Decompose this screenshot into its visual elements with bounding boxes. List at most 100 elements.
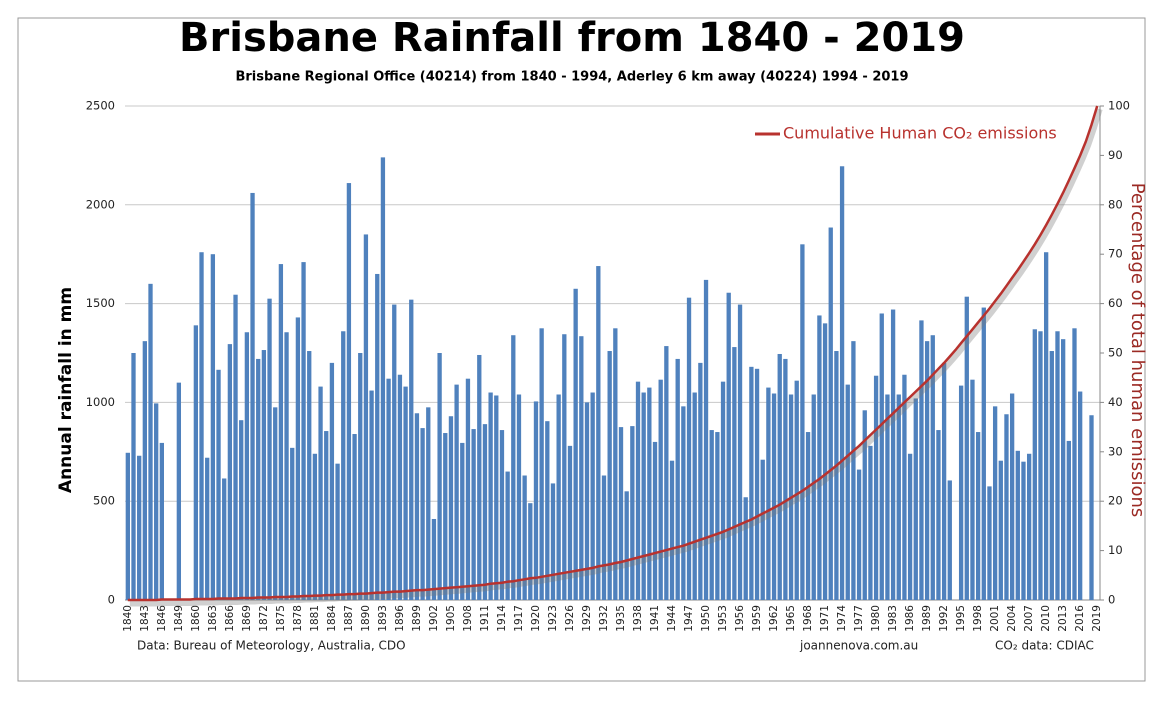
bar <box>822 323 828 600</box>
bar <box>675 358 680 600</box>
bar <box>805 432 811 600</box>
bar <box>573 288 578 600</box>
bar <box>329 362 335 600</box>
bar <box>131 353 136 600</box>
bar <box>590 392 595 600</box>
bar <box>664 346 669 600</box>
x-tick-label: 2019 <box>1091 605 1103 632</box>
bar <box>856 469 862 600</box>
bar <box>975 432 981 600</box>
bar <box>550 483 556 600</box>
bar <box>522 475 527 600</box>
y-tick-label: 2000 <box>86 197 115 211</box>
x-tick-label: 2013 <box>1057 605 1069 632</box>
bar <box>403 386 408 600</box>
bar <box>618 427 624 600</box>
bar <box>261 350 267 600</box>
x-tick-label: 1905 <box>445 605 457 632</box>
bar <box>244 332 250 600</box>
bar <box>397 374 403 600</box>
bar <box>862 410 867 600</box>
bar <box>879 313 884 600</box>
bar <box>369 390 374 600</box>
bar <box>363 234 369 600</box>
bar <box>896 394 901 600</box>
x-tick-label: 1962 <box>768 605 780 632</box>
bar <box>579 336 584 600</box>
bar <box>613 328 618 600</box>
y2-tick-label: 30 <box>1108 444 1123 458</box>
bar <box>890 309 896 600</box>
bar <box>494 395 499 600</box>
bar <box>409 299 414 600</box>
bar <box>380 157 386 600</box>
x-tick-label: 1840 <box>122 605 134 632</box>
bar <box>539 328 544 600</box>
bar <box>477 354 482 600</box>
bar <box>148 283 153 600</box>
x-tick-label: 1989 <box>921 605 933 632</box>
bar <box>267 298 272 600</box>
bar <box>834 351 839 600</box>
bar <box>341 331 346 600</box>
x-tick-label: 1872 <box>258 605 270 632</box>
y-tick-label: 1000 <box>86 395 115 409</box>
x-tick-label: 1980 <box>870 605 882 632</box>
x-tick-label: 1971 <box>819 605 831 632</box>
bar <box>528 503 533 600</box>
bar <box>828 227 833 601</box>
bar <box>885 394 890 600</box>
bar <box>431 518 437 600</box>
bar <box>250 192 255 600</box>
bar <box>335 463 340 600</box>
bar <box>624 491 629 600</box>
bar <box>1066 440 1071 600</box>
x-tick-label: 1863 <box>207 605 219 632</box>
bar <box>1078 391 1083 600</box>
bar <box>278 264 284 600</box>
bar <box>732 347 737 600</box>
bar <box>698 362 703 600</box>
y2-tick-label: 10 <box>1108 543 1123 557</box>
x-tick-label: 1866 <box>224 605 236 632</box>
bar <box>159 442 164 600</box>
bar <box>737 304 743 600</box>
bar <box>420 428 425 600</box>
bar <box>873 375 879 600</box>
bar <box>584 402 590 600</box>
bar <box>545 421 550 600</box>
bar <box>273 407 278 600</box>
bar <box>488 392 493 600</box>
bar <box>227 344 233 600</box>
y2-tick-label: 0 <box>1108 593 1115 607</box>
x-tick-label: 1926 <box>564 605 576 632</box>
x-tick-label: 2001 <box>989 605 1001 632</box>
x-tick-label: 1986 <box>904 605 916 632</box>
x-tick-label: 1902 <box>428 605 440 632</box>
bar <box>647 387 652 600</box>
bar <box>1089 415 1094 600</box>
bar <box>771 393 777 600</box>
bar <box>743 497 748 600</box>
bar <box>516 394 522 600</box>
y-tick-label: 0 <box>108 593 115 607</box>
bar <box>902 374 907 600</box>
bar <box>686 297 692 600</box>
bar <box>137 455 142 600</box>
x-tick-label: 2007 <box>1023 605 1035 632</box>
bar <box>352 434 357 600</box>
bar <box>766 387 771 600</box>
bar <box>239 420 244 600</box>
bar <box>414 413 420 600</box>
bar <box>1061 339 1066 600</box>
co2-note: CO₂ data: CDIAC <box>995 639 1094 653</box>
bar <box>1049 351 1054 600</box>
chart-title: Brisbane Rainfall from 1840 - 2019 <box>179 15 965 61</box>
bar <box>562 334 567 600</box>
x-tick-label: 1941 <box>649 605 661 632</box>
bar <box>760 459 765 600</box>
x-tick-label: 2016 <box>1074 605 1086 632</box>
bar <box>924 341 930 600</box>
x-tick-label: 1959 <box>751 605 763 632</box>
